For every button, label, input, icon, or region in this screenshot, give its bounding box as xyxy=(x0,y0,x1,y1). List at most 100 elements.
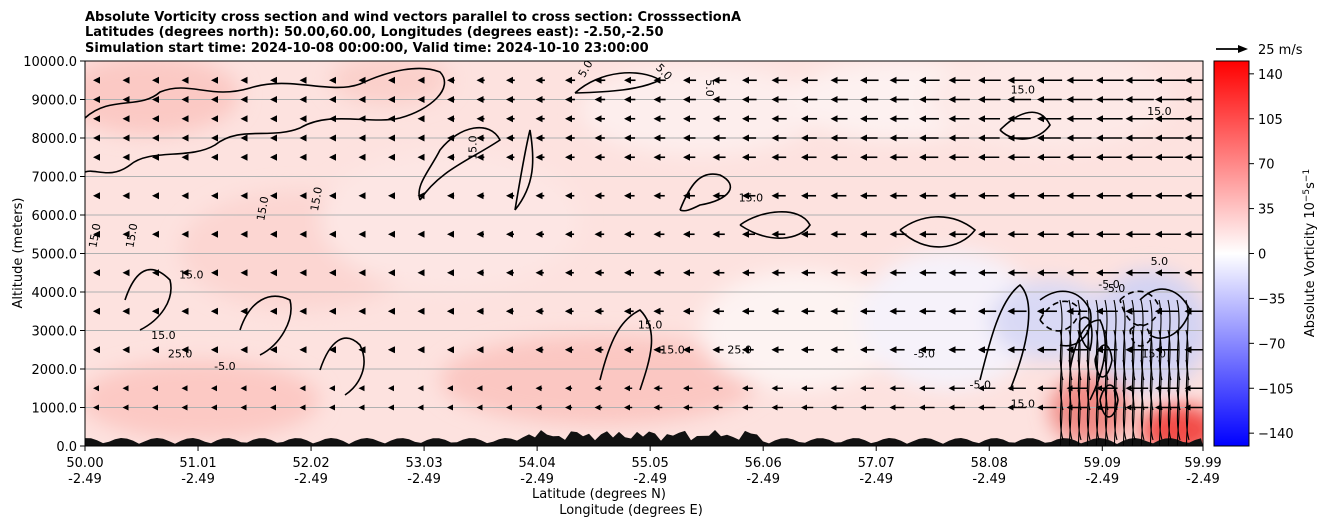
wind-vector xyxy=(565,134,575,142)
wind-vector-head xyxy=(771,230,779,238)
colorbar-tick-label: 70 xyxy=(1258,158,1275,173)
wind-vector-head xyxy=(653,134,661,142)
quiver-key-label: 25 m/s xyxy=(1258,43,1303,58)
wind-vector xyxy=(565,269,574,277)
colorbar-label-s: s xyxy=(1303,182,1318,189)
wind-vector xyxy=(240,385,247,392)
wind-vector-head xyxy=(388,385,394,392)
contour-line xyxy=(85,67,446,174)
wind-vector-head xyxy=(535,269,543,277)
wind-vector xyxy=(860,346,874,353)
wind-vector-head xyxy=(299,115,307,123)
dense-contour-line xyxy=(1176,389,1180,446)
wind-vector-head xyxy=(417,230,425,238)
wind-vector xyxy=(1037,269,1058,277)
wind-vector-head xyxy=(1096,404,1102,411)
wind-vector xyxy=(535,385,543,392)
wind-vector xyxy=(447,308,453,315)
wind-vector-head xyxy=(653,115,661,123)
wind-vector-head xyxy=(919,192,926,200)
wind-vector-head xyxy=(181,134,189,142)
wind-vector xyxy=(417,230,425,238)
wind-vector-head xyxy=(358,153,366,161)
wind-vector-head xyxy=(565,134,572,142)
wind-vector xyxy=(1125,192,1152,200)
wind-vector-head xyxy=(978,134,985,142)
y-tick-label: 1000.0 xyxy=(32,402,78,417)
dense-contour-line xyxy=(1140,389,1144,446)
wind-vector xyxy=(1066,230,1090,238)
wind-vector-head xyxy=(1184,115,1192,123)
wind-vector-head xyxy=(240,192,248,200)
wind-vector xyxy=(683,269,695,277)
vorticity-fill-region xyxy=(330,61,450,105)
wind-vector-head xyxy=(270,153,277,161)
wind-vector xyxy=(712,269,725,277)
wind-vector-head xyxy=(535,230,543,238)
wind-vector-head xyxy=(181,115,189,123)
wind-vector-head xyxy=(299,192,307,200)
wind-vector-head xyxy=(358,115,366,123)
wind-vector-head xyxy=(417,134,425,142)
wind-vector-head xyxy=(860,96,867,103)
dense-contour-line xyxy=(1086,389,1090,446)
wind-vector-head xyxy=(1007,134,1015,142)
wind-vector-head xyxy=(1037,269,1044,277)
dense-contour-line xyxy=(1113,389,1117,446)
wind-vector-head xyxy=(506,76,513,84)
wind-vector-head xyxy=(771,115,779,123)
wind-vector-head xyxy=(329,134,336,142)
wind-vector xyxy=(742,230,756,238)
y-tick-label: 3000.0 xyxy=(32,325,78,340)
wind-vector xyxy=(152,385,158,392)
wind-vector xyxy=(1096,404,1118,411)
wind-vector xyxy=(1037,153,1061,161)
wind-vector-head xyxy=(181,404,188,411)
wind-vector xyxy=(211,134,218,142)
wind-vector-head xyxy=(476,192,484,200)
wind-vector-head xyxy=(653,346,660,353)
wind-vector-head xyxy=(1066,76,1074,84)
wind-vector-head xyxy=(506,153,513,161)
wind-vector-head xyxy=(358,192,366,200)
wind-vector xyxy=(122,134,130,142)
wind-vector-head xyxy=(417,346,424,353)
wind-vector-head xyxy=(358,308,365,315)
wind-vector xyxy=(594,96,606,103)
wind-vector xyxy=(152,269,159,277)
wind-vector xyxy=(93,153,100,161)
wind-vector xyxy=(1007,153,1030,161)
contour-label: 15.0 xyxy=(308,186,325,212)
wind-vector xyxy=(270,385,276,392)
wind-vector xyxy=(1155,134,1184,142)
wind-vector xyxy=(1066,192,1091,200)
wind-vector-head xyxy=(978,404,984,411)
wind-vector xyxy=(1125,404,1149,411)
wind-vector xyxy=(771,404,784,411)
wind-vector xyxy=(1096,269,1119,277)
wind-vector-head xyxy=(299,76,307,84)
wind-vector-head xyxy=(712,153,720,161)
wind-vector-head xyxy=(1037,192,1044,200)
wind-vector xyxy=(594,134,605,142)
wind-vector xyxy=(358,96,366,103)
wind-vector-head xyxy=(771,404,778,411)
wind-vector-head xyxy=(211,76,218,84)
wind-vector-head xyxy=(447,134,454,142)
wind-vector-head xyxy=(712,76,720,84)
wind-vector xyxy=(1184,269,1203,277)
contour-label: 5.0 xyxy=(703,79,716,97)
wind-vector xyxy=(742,269,755,277)
wind-vector-head xyxy=(329,76,336,84)
wind-vector xyxy=(93,230,100,238)
wind-vector xyxy=(801,346,814,353)
wind-vector-head xyxy=(712,385,719,392)
wind-vector xyxy=(860,385,874,392)
wind-vector-head xyxy=(476,346,483,353)
wind-vector xyxy=(565,230,575,238)
wind-vector-head xyxy=(594,153,602,161)
wind-vector-head xyxy=(919,308,925,315)
wind-vector-head xyxy=(1066,404,1073,411)
wind-vector xyxy=(978,76,1001,84)
wind-vector xyxy=(240,192,248,200)
